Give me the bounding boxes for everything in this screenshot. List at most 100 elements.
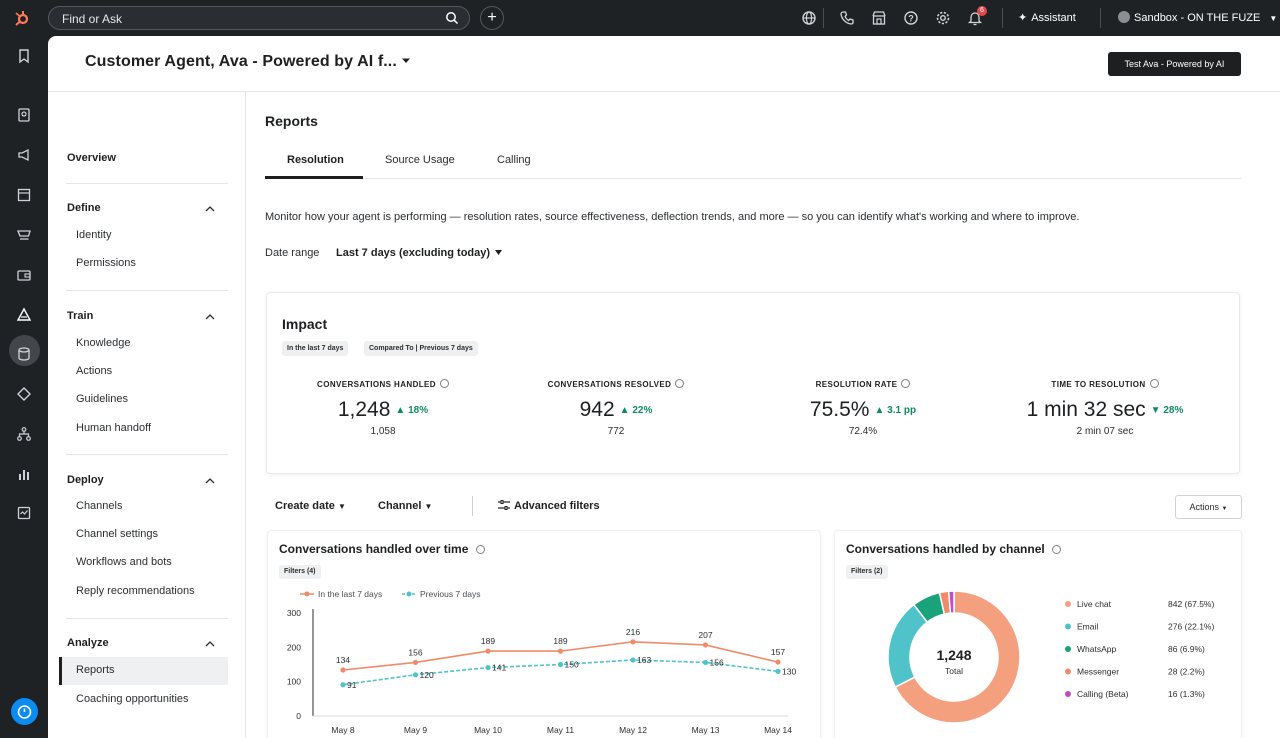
sidebar-item-coaching-opportunities[interactable]: Coaching opportunities <box>76 693 189 705</box>
sidebar-item-knowledge[interactable]: Knowledge <box>76 337 131 349</box>
section-train-title[interactable]: Train <box>67 310 94 322</box>
sidebar-item-human-handoff[interactable]: Human handoff <box>76 422 152 434</box>
legend-label: Calling (Beta) <box>1077 689 1129 699</box>
section-define-title[interactable]: Define <box>67 202 101 214</box>
sidebar-item-workflows-and-bots[interactable]: Workflows and bots <box>76 556 172 568</box>
sidebar-item-actions[interactable]: Actions <box>76 365 113 377</box>
x-tick-label: May 11 <box>547 725 575 735</box>
y-tick-label: 200 <box>287 642 301 652</box>
chevron-up-icon[interactable] <box>205 641 215 647</box>
marketing-megaphone-icon[interactable] <box>16 147 32 163</box>
automation-diamond-icon[interactable] <box>16 386 32 402</box>
phone-icon[interactable] <box>839 10 855 26</box>
sidebar-navigation: Overview Define Identity Permissions Tra… <box>48 92 246 738</box>
donut-slice <box>894 590 1021 724</box>
data-point <box>702 659 709 666</box>
bookmark-icon[interactable] <box>16 48 32 64</box>
commerce-icon[interactable] <box>16 227 32 243</box>
chevron-down-icon: ▼ <box>424 502 433 511</box>
actions-dropdown-button[interactable]: Actions ▼ <box>1175 495 1242 519</box>
page-title[interactable]: Customer Agent, Ava - Powered by AI f... <box>85 53 397 70</box>
date-range-dropdown[interactable]: Last 7 days (excluding today) <box>336 247 491 259</box>
info-icon[interactable] <box>1052 545 1062 554</box>
help-icon[interactable]: ? <box>903 10 919 26</box>
kpi-label: CONVERSATIONS HANDLED <box>317 380 436 389</box>
sidebar-item-reports[interactable]: Reports <box>76 664 115 676</box>
kpi-resolution-rate: RESOLUTION RATE 75.5% ▲ 3.1 pp 72.4% <box>748 379 978 437</box>
sidebar-item-permissions[interactable]: Permissions <box>76 257 136 269</box>
status-indicator-button[interactable] <box>11 698 38 725</box>
line-chart: In the last 7 days Previous 7 days 0 100 200… <box>287 589 797 735</box>
marketplace-icon[interactable] <box>871 10 887 26</box>
tabs-divider <box>265 178 1241 179</box>
dashboard-icon[interactable] <box>16 505 32 521</box>
x-tick-label: May 8 <box>331 725 354 735</box>
info-icon[interactable] <box>1149 379 1159 388</box>
sidebar-item-channel-settings[interactable]: Channel settings <box>76 528 158 540</box>
info-icon[interactable] <box>675 379 685 388</box>
hierarchy-icon[interactable] <box>16 426 32 442</box>
create-new-button[interactable]: + <box>480 6 504 30</box>
account-switcher[interactable]: Sandbox - ON THE FUZE ▼ <box>1118 11 1277 24</box>
chevron-down-icon[interactable] <box>495 250 502 255</box>
search-icon[interactable] <box>445 11 459 25</box>
info-icon[interactable] <box>439 379 449 388</box>
sidebar-item-channels[interactable]: Channels <box>76 500 123 512</box>
data-label: 156 <box>408 647 422 657</box>
advanced-filters-button[interactable]: Advanced filters <box>498 500 600 512</box>
hubspot-logo-icon[interactable] <box>13 9 31 27</box>
service-agent-icon[interactable] <box>16 307 32 323</box>
contacts-icon[interactable] <box>16 107 32 123</box>
wallet-icon[interactable] <box>16 267 32 283</box>
legend-value: 16 (1.3%) <box>1168 689 1205 699</box>
content-icon[interactable] <box>16 187 32 203</box>
channel-filter[interactable]: Channel ▼ <box>378 500 433 512</box>
divider <box>66 183 228 184</box>
tab-calling[interactable]: Calling <box>497 154 531 166</box>
donut-chart: 1,248 Total Live chat 842 (67.5%) Email 276 (… <box>887 590 1214 724</box>
reports-bar-chart-icon[interactable] <box>16 466 32 482</box>
info-icon[interactable] <box>475 545 485 554</box>
assistant-button[interactable]: ✦ Assistant <box>1018 11 1076 24</box>
line-chart-card: Conversations handled over time Filters … <box>267 530 821 738</box>
period-pill: In the last 7 days <box>282 341 349 356</box>
chevron-up-icon[interactable] <box>205 314 215 320</box>
tab-source-usage[interactable]: Source Usage <box>385 154 455 166</box>
sidebar-item-identity[interactable]: Identity <box>76 229 112 241</box>
filters-badge[interactable]: Filters (4) <box>279 565 321 579</box>
database-icon[interactable] <box>16 346 32 362</box>
settings-gear-icon[interactable] <box>935 10 951 26</box>
divider <box>66 618 228 619</box>
info-icon[interactable] <box>901 379 911 388</box>
divider <box>66 454 228 455</box>
data-point <box>485 664 491 671</box>
create-date-filter[interactable]: Create date ▼ <box>275 500 346 512</box>
sidebar-item-guidelines[interactable]: Guidelines <box>76 393 128 405</box>
sidebar-active-highlight <box>59 657 228 685</box>
kpi-value: 75.5% <box>809 398 870 421</box>
divider <box>823 8 824 28</box>
svg-text:?: ? <box>908 14 914 24</box>
data-point <box>702 642 709 648</box>
chevron-up-icon[interactable] <box>205 478 215 484</box>
test-agent-button[interactable]: Test Ava - Powered by AI <box>1108 52 1241 76</box>
tab-resolution[interactable]: Resolution <box>287 154 344 166</box>
chevron-up-icon[interactable] <box>205 206 215 212</box>
app-rail <box>0 36 48 738</box>
notifications-bell-icon[interactable] <box>967 10 983 26</box>
donut-slice <box>887 603 929 689</box>
x-tick-label: May 14 <box>764 725 792 735</box>
search-input[interactable]: Find or Ask <box>48 6 470 30</box>
data-label: 150 <box>565 660 579 670</box>
divider <box>1100 8 1101 28</box>
sidebar-item-reply-recommendations[interactable]: Reply recommendations <box>76 585 195 597</box>
section-deploy-title[interactable]: Deploy <box>67 474 104 486</box>
filters-badge[interactable]: Filters (2) <box>846 565 888 579</box>
data-point <box>630 639 636 645</box>
chevron-down-icon[interactable] <box>401 57 411 65</box>
section-analyze-title[interactable]: Analyze <box>67 637 109 649</box>
data-point <box>340 682 346 688</box>
legend-value: 842 (67.5%) <box>1168 599 1214 609</box>
sidebar-item-overview[interactable]: Overview <box>67 152 116 164</box>
globe-icon[interactable] <box>801 10 817 26</box>
